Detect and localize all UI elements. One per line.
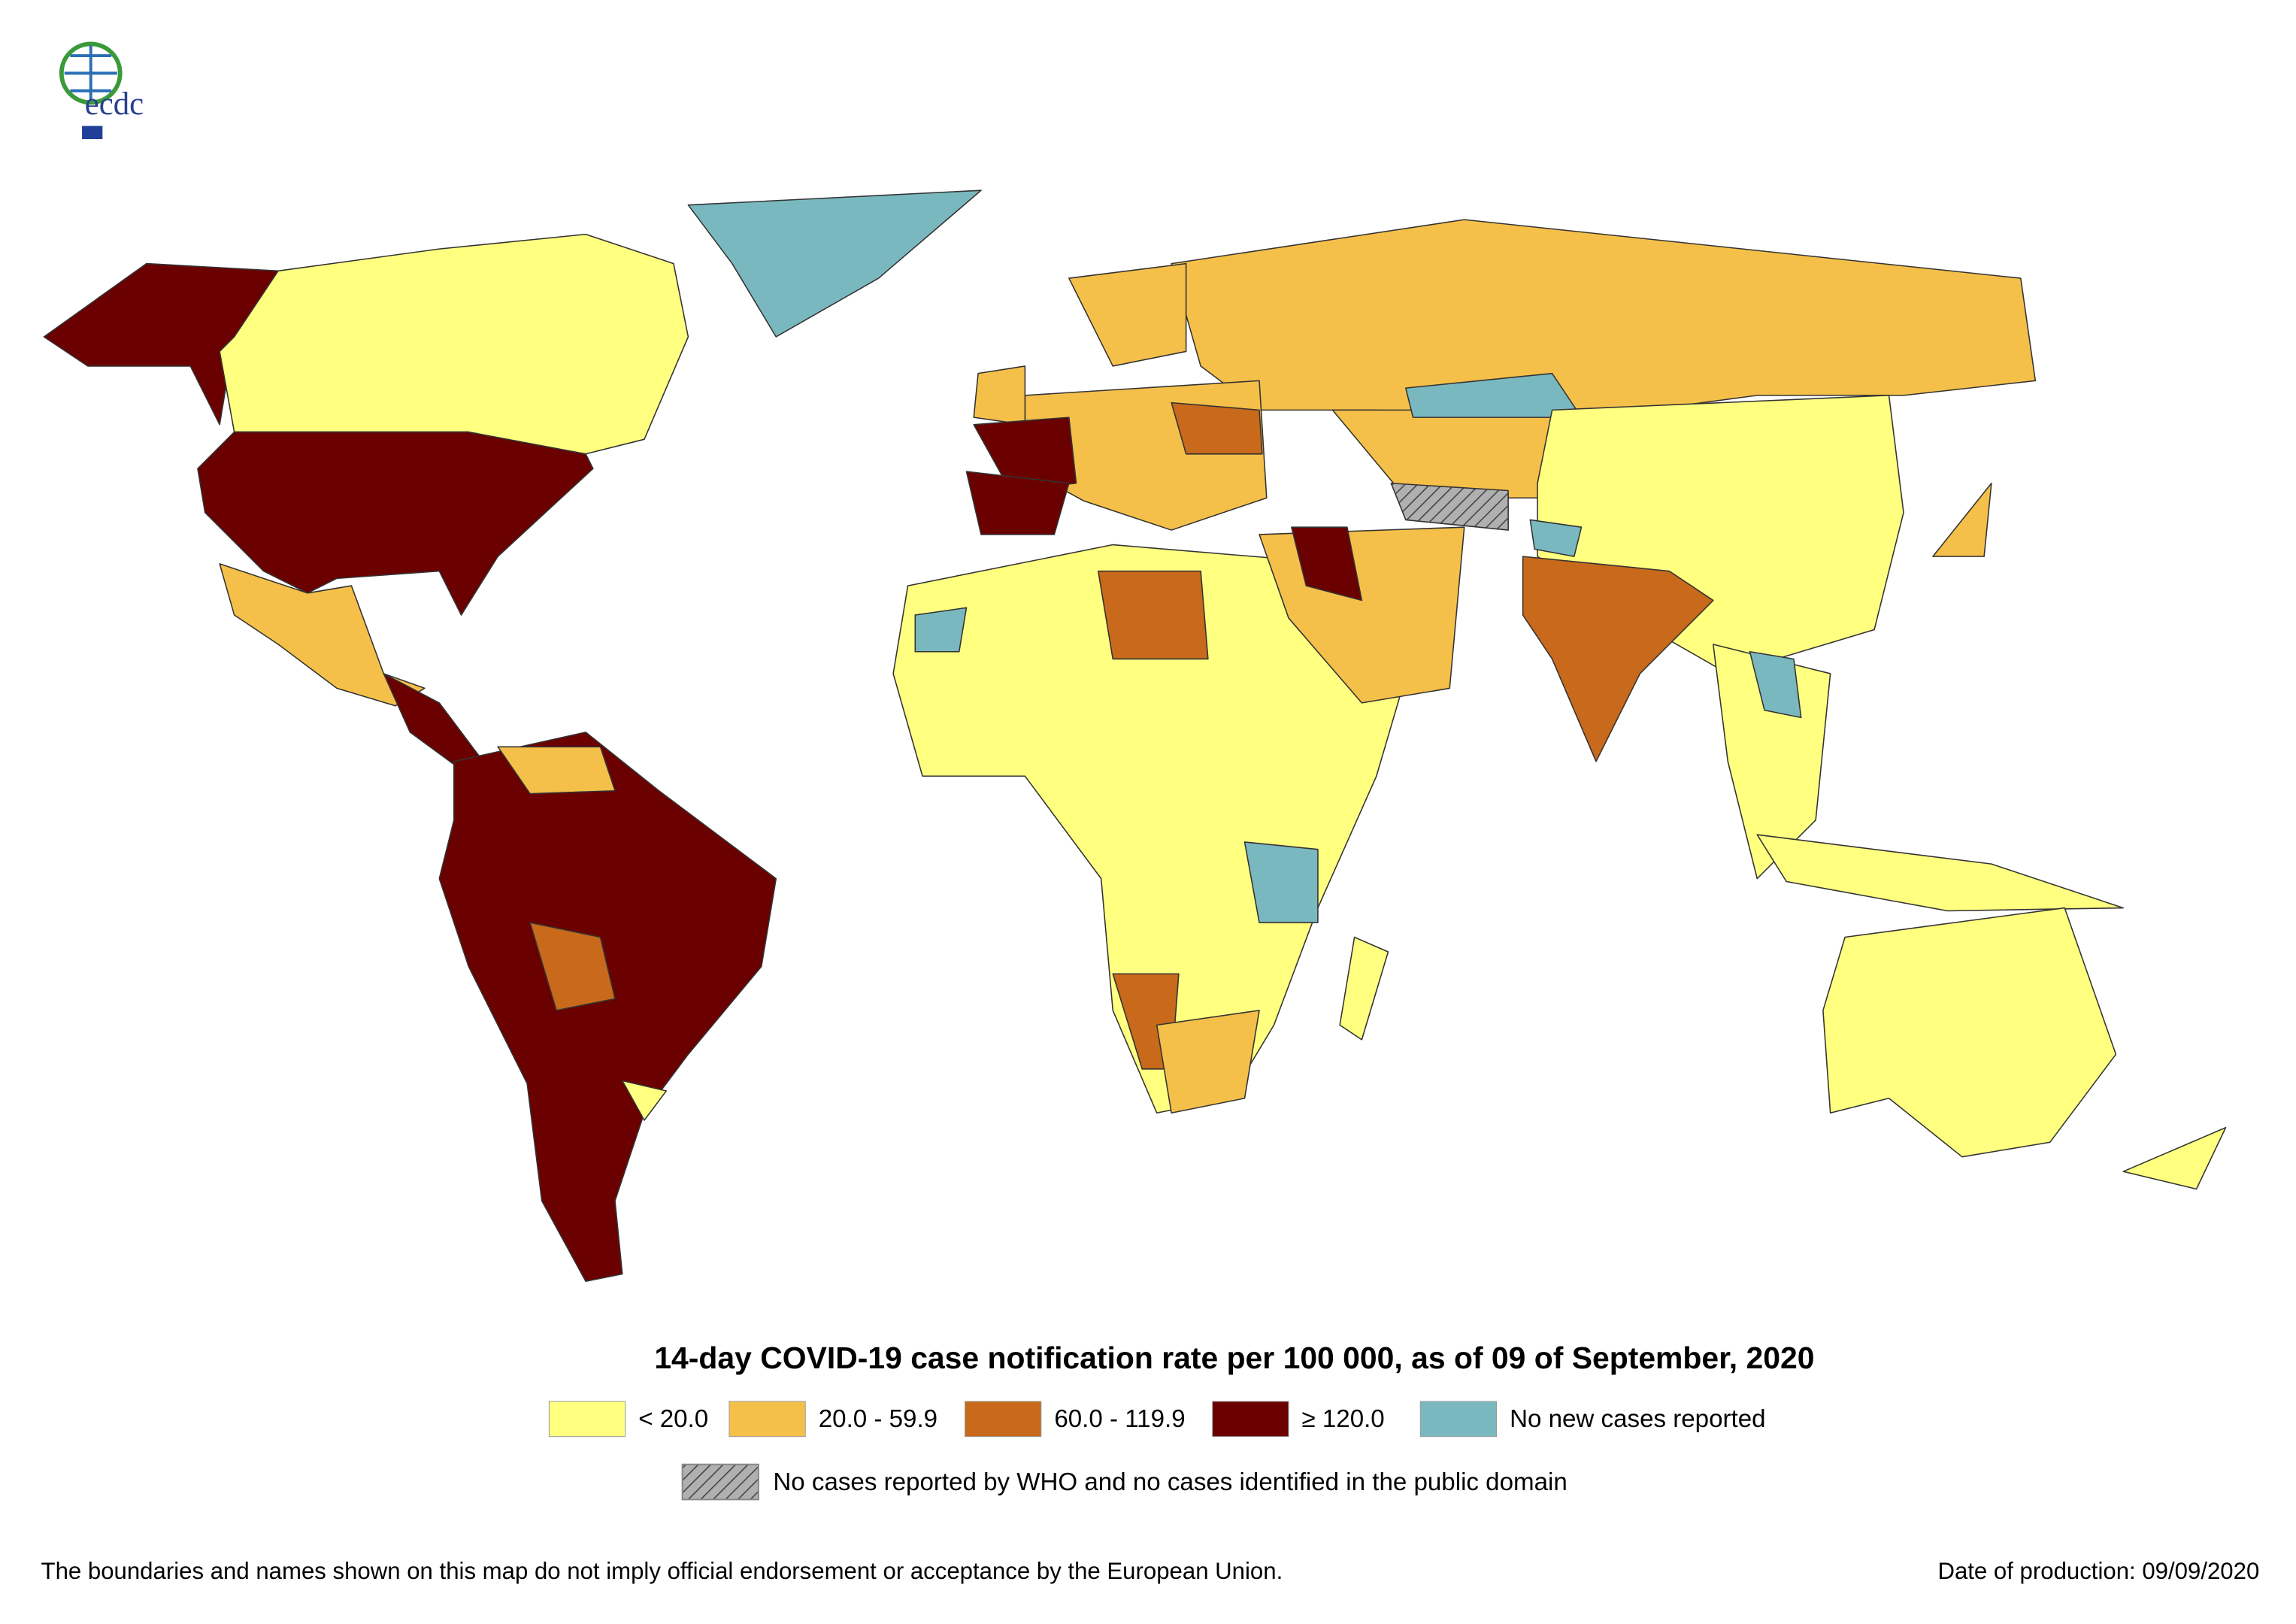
country <box>1822 907 2117 1158</box>
logo-text: ecdc <box>85 86 144 122</box>
legend-swatch <box>1419 1401 1498 1438</box>
country <box>383 673 484 765</box>
country <box>1749 650 1802 719</box>
country <box>197 431 594 616</box>
country <box>529 922 616 1011</box>
disclaimer: The boundaries and names shown on this m… <box>41 1558 1283 1584</box>
country <box>1522 556 1714 762</box>
legend-swatch <box>1212 1401 1289 1438</box>
legend-label: No new cases reported <box>1510 1405 1765 1433</box>
country <box>965 471 1070 535</box>
country <box>219 233 689 455</box>
country <box>1243 841 1319 923</box>
world-map <box>43 189 2227 1283</box>
country <box>973 365 1026 426</box>
legend-swatch <box>728 1401 806 1438</box>
legend-swatch <box>965 1401 1042 1438</box>
legend-label: ≥ 120.0 <box>1302 1405 1385 1433</box>
legend-swatch <box>681 1463 759 1501</box>
country <box>687 189 982 338</box>
legend-label: 60.0 - 119.9 <box>1054 1405 1185 1433</box>
country <box>497 746 616 795</box>
country <box>1171 219 2037 426</box>
production-date: Date of production: 09/09/2020 <box>1937 1558 2259 1584</box>
country <box>438 732 777 1283</box>
map-title: 14-day COVID-19 case notification rate p… <box>654 1341 1814 1375</box>
logo: ecdc <box>59 41 144 140</box>
country <box>1932 482 1992 557</box>
country <box>1291 526 1363 601</box>
country-no-data <box>1390 482 1509 531</box>
country <box>621 1080 667 1121</box>
legend-label: 20.0 - 59.9 <box>819 1405 937 1433</box>
country <box>1529 519 1583 557</box>
country <box>1097 570 1209 660</box>
country <box>2122 1126 2227 1190</box>
country <box>1339 936 1389 1041</box>
legend-swatch <box>548 1401 626 1438</box>
legend-label: No cases reported by WHO and no cases id… <box>773 1468 1567 1496</box>
legend: < 20.0 20.0 - 59.9 60.0 - 119.9 ≥ 120.0 No n… <box>548 1401 1766 1438</box>
country <box>914 607 968 653</box>
country <box>1756 834 2124 912</box>
country <box>973 417 1077 492</box>
country <box>1156 1010 1260 1114</box>
legend-label: < 20.0 <box>638 1405 708 1433</box>
country <box>1171 401 1263 455</box>
country <box>1068 262 1187 367</box>
